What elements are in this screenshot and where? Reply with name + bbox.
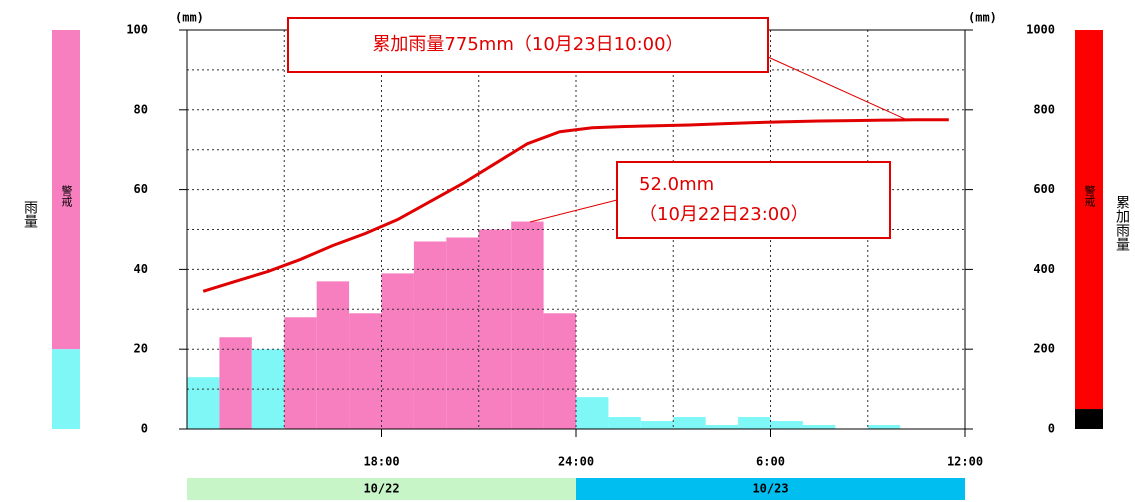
bar [673, 417, 706, 429]
y2-tick-label: 800 [1033, 102, 1055, 116]
bar [478, 229, 512, 429]
date-band [576, 478, 965, 500]
x-tick-label: 6:00 [756, 455, 785, 469]
x-tick-label: 24:00 [558, 455, 594, 469]
annotation-text: （10月22日23:00） [639, 204, 809, 225]
bar [802, 425, 836, 429]
gauge-upper [1075, 30, 1103, 410]
gauge-upper [52, 30, 80, 350]
annotation-text: 52.0mm [639, 174, 714, 195]
annotation-box [616, 161, 891, 239]
cumulative-line [202, 118, 949, 293]
y2-tick-label: 400 [1033, 262, 1055, 276]
gauge-threshold [52, 349, 80, 429]
date-label: 10/23 [752, 482, 788, 496]
bar [381, 273, 414, 429]
bar [284, 317, 317, 429]
y2-unit: (mm) [968, 11, 997, 25]
bar [187, 377, 220, 429]
bar [446, 237, 479, 429]
bar [543, 313, 576, 429]
annotation-text: 累加雨量775mm（10月23日10:00） [372, 34, 683, 55]
y2-axis-label: 累加雨量 [1114, 195, 1130, 251]
y2-tick-label: 1000 [1026, 23, 1055, 37]
bar [219, 337, 252, 429]
bar [576, 397, 609, 429]
gauge-label: 警戒 [1083, 184, 1096, 208]
bar [349, 313, 382, 429]
bar [316, 281, 350, 429]
y2-tick-label: 600 [1033, 182, 1055, 196]
y2-tick-label: 0 [1048, 422, 1055, 436]
x-tick-label: 12:00 [947, 455, 983, 469]
y-tick-label: 20 [134, 342, 148, 356]
bar [640, 421, 674, 429]
bar [511, 221, 544, 429]
y-tick-label: 60 [134, 182, 148, 196]
gauge-threshold [1075, 409, 1103, 429]
bar [608, 417, 641, 429]
bar [413, 241, 447, 429]
date-label: 10/22 [363, 482, 399, 496]
y-tick-label: 80 [134, 102, 148, 116]
x-tick-label: 18:00 [363, 455, 399, 469]
bar [867, 425, 901, 429]
date-band [187, 478, 576, 500]
y2-tick-label: 200 [1033, 342, 1055, 356]
y-unit: (mm) [175, 11, 204, 25]
y-axis-label: 雨量 [22, 200, 38, 228]
bar [738, 417, 771, 429]
y-tick-label: 0 [141, 422, 148, 436]
bar [770, 421, 803, 429]
annotation-leader [529, 199, 618, 223]
annotation-leader [767, 56, 906, 120]
y-tick-label: 40 [134, 262, 148, 276]
gauge-label: 警戒 [60, 184, 73, 208]
y-tick-label: 100 [126, 23, 148, 37]
annotation-box [287, 17, 769, 73]
bar [705, 425, 739, 429]
